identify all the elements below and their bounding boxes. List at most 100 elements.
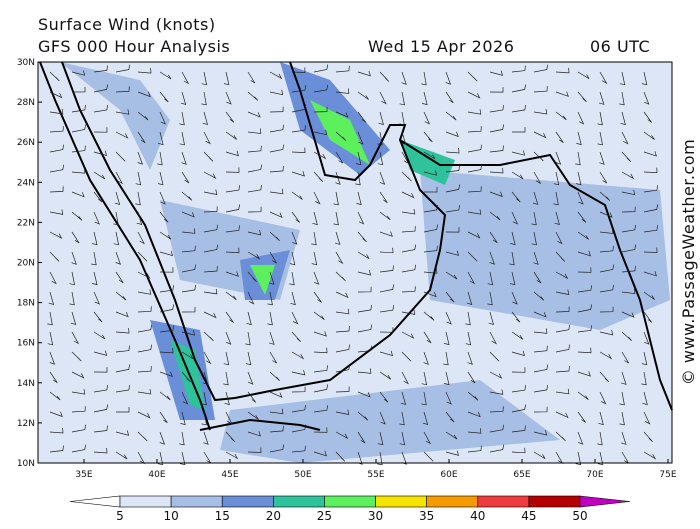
wind-barb [115, 109, 130, 115]
coastline [199, 418, 321, 431]
wind-barb [115, 271, 124, 284]
wind-barb [49, 164, 65, 173]
wind-barb [423, 131, 433, 143]
wind-barb [379, 91, 387, 105]
wind-barb [49, 445, 64, 453]
wind-barb [357, 231, 367, 243]
wind-barb [224, 391, 230, 406]
wind-barb [641, 371, 647, 386]
wind-barb [445, 205, 460, 213]
wind-barb [555, 231, 563, 245]
wind-barb [115, 151, 126, 162]
wind-barb [467, 109, 482, 115]
wind-barb [137, 111, 149, 121]
wind-barb [313, 427, 328, 433]
wind-barb [225, 204, 241, 213]
wind-barb [445, 411, 455, 423]
wind-barb [335, 88, 350, 94]
wind-barb [533, 328, 548, 334]
wind-barb [555, 91, 569, 97]
wind-barb [247, 411, 259, 420]
wind-barb [467, 126, 482, 133]
wind-barb [203, 431, 209, 445]
wind-barb [269, 89, 284, 96]
wind-barb [223, 371, 229, 386]
wind-barb [424, 187, 438, 193]
wind-barb [511, 311, 521, 323]
wind-barb [533, 251, 539, 265]
wind-barb [599, 306, 614, 313]
wind-barb [621, 151, 632, 162]
lat-label: 14N [17, 379, 35, 389]
wind-barb [269, 165, 284, 173]
lat-label: 12N [17, 419, 35, 429]
wind-barb [577, 111, 585, 125]
wind-barb [489, 371, 503, 379]
wind-barb [49, 351, 56, 365]
wind-barb [137, 344, 153, 353]
wind-barb [137, 251, 148, 262]
wind-barb [49, 271, 57, 285]
wind-barb [400, 131, 407, 145]
wind-barb [69, 271, 75, 286]
lon-label: 45E [221, 470, 238, 480]
wind-barb [445, 250, 459, 256]
wind-barb [247, 184, 262, 193]
wind-barb [269, 391, 283, 398]
wind-barb [137, 151, 143, 165]
wind-barb [510, 231, 516, 246]
wind-barb [511, 191, 521, 203]
wind-barb [643, 411, 651, 425]
wind-barb [203, 189, 218, 195]
wind-barb [489, 124, 505, 133]
wind-barb [181, 71, 190, 85]
lon-label: 70E [586, 470, 603, 480]
wind-barb [445, 450, 459, 456]
wind-barb [225, 271, 239, 277]
wind-barb [247, 251, 261, 260]
wind-barb [290, 291, 296, 306]
wind-barb [445, 271, 458, 280]
wind-barb [247, 128, 262, 134]
wind-barb [71, 351, 82, 362]
wind-barb [423, 291, 437, 298]
wind-barb [489, 389, 504, 395]
wind-barb [291, 67, 306, 73]
wind-barb [93, 311, 103, 323]
wind-barb [445, 111, 457, 121]
wind-barb [575, 451, 582, 466]
wind-barb [71, 211, 83, 221]
wind-barb [423, 431, 432, 445]
wind-barb [93, 385, 108, 393]
wind-barb [180, 411, 186, 426]
wind-barb [511, 211, 519, 225]
lat-label: 10N [17, 459, 35, 469]
wind-barb [355, 171, 361, 186]
wind-barb [553, 171, 560, 186]
wind-barb [157, 151, 163, 166]
wind-barb [577, 391, 589, 400]
wind-barb [71, 70, 86, 76]
wind-barb [401, 309, 416, 315]
wind-barb [335, 151, 344, 164]
wind-barb [489, 424, 505, 433]
colorbar-label: 10 [163, 509, 178, 523]
colorbar-segment [221, 495, 274, 508]
wind-barb [71, 86, 86, 93]
wind-barb [445, 391, 452, 405]
wind-barb [379, 305, 394, 313]
wind-barb [313, 171, 324, 182]
wind-barb [401, 331, 415, 339]
wind-barb [48, 291, 55, 306]
wind-barb [423, 204, 438, 213]
wind-barb [49, 108, 64, 115]
wind-barb [181, 151, 187, 165]
wind-barb [643, 111, 652, 123]
wind-barb [533, 311, 547, 318]
wind-barb [531, 211, 537, 226]
wind-barb [313, 365, 328, 373]
wind-barb [269, 444, 285, 453]
wind-barb [597, 431, 603, 446]
wind-barb [115, 291, 127, 301]
wind-barb [357, 211, 365, 225]
